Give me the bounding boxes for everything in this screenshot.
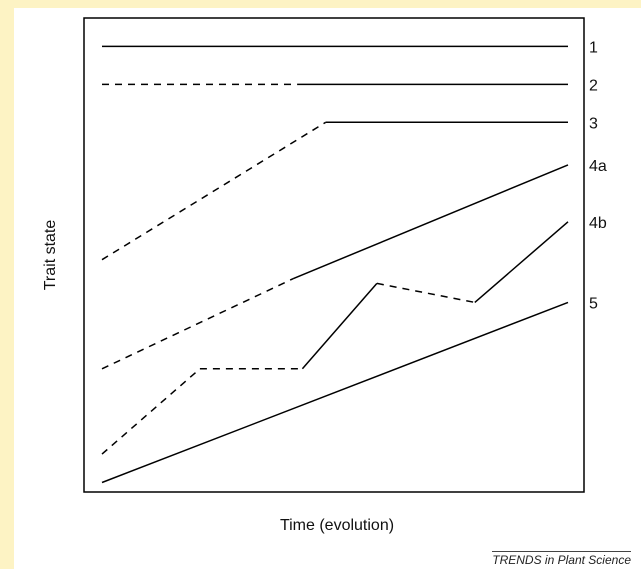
- series-3-segment-0: [101, 121, 327, 261]
- series-4b-segment-0: [101, 368, 201, 455]
- series-5-segment-0: [101, 301, 569, 484]
- series-4a-segment-1: [292, 164, 569, 280]
- series-4b-segment-3: [376, 282, 475, 304]
- source-credit: TRENDS in Plant Science: [492, 551, 631, 567]
- series-4b-segment-4: [474, 221, 569, 303]
- series-label-5: 5: [589, 295, 598, 312]
- series-label-4a: 4a: [589, 158, 607, 175]
- top-accent-band: [0, 0, 641, 8]
- series-lines: [101, 45, 569, 484]
- series-label-3: 3: [589, 115, 598, 132]
- series-label-1: 1: [589, 39, 598, 56]
- side-accent-band: [0, 0, 14, 569]
- x-axis-label: Time (evolution): [280, 517, 394, 534]
- series-label-2: 2: [589, 77, 598, 94]
- plot-frame: [83, 17, 585, 493]
- series-labels: 1 2 3 4a 4b 5: [589, 39, 607, 312]
- series-4b-segment-2: [301, 282, 378, 370]
- y-axis-label: Trait state: [42, 220, 59, 291]
- series-label-4b: 4b: [589, 215, 607, 232]
- series-4a-segment-0: [101, 278, 294, 370]
